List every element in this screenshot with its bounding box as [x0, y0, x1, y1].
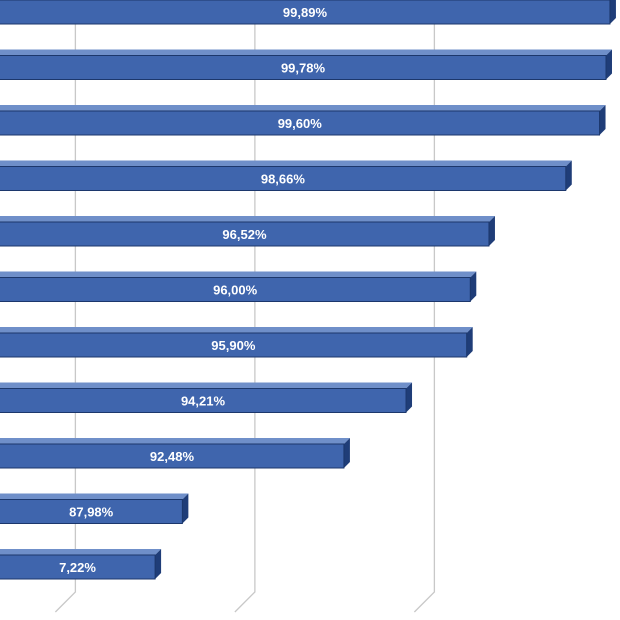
bar-value-label: 99,89% [283, 5, 328, 20]
bar-8 [0, 438, 350, 469]
bar-front-face [0, 332, 468, 358]
bar-side-face [605, 49, 612, 80]
bar-front-face [0, 554, 156, 580]
bar-top-face [0, 438, 350, 444]
gridlines [54, 22, 436, 613]
bar-top-face [0, 493, 189, 500]
bar-front-face [0, 443, 345, 469]
bar-value-label: 7,22% [59, 560, 96, 575]
data-labels: 99,89% 99,78% 99,60% 98,66% 96,52% 96,00% 95,9… [59, 5, 327, 575]
bar-front-face [0, 166, 567, 191]
bar-front-face [0, 221, 490, 247]
bars [0, 0, 616, 580]
bar-value-label: 98,66% [261, 172, 306, 187]
bar-value-label: 96,00% [213, 283, 258, 298]
bar-4 [0, 216, 495, 247]
bar-0 [0, 0, 616, 25]
bar-value-label: 96,52% [222, 227, 267, 242]
bar-side-face [466, 327, 473, 357]
bar-side-face [343, 438, 350, 468]
bar-front-face [0, 110, 601, 136]
bar-7 [0, 382, 413, 413]
bar-top-face [0, 216, 495, 222]
bar-side-face [182, 493, 189, 524]
bar-side-face [488, 216, 495, 246]
bar-value-label: 94,21% [181, 394, 226, 409]
bar-top-face [0, 160, 572, 167]
bar-front-face [0, 55, 607, 80]
bar-side-face [609, 0, 616, 24]
bar-top-face [0, 549, 162, 555]
bar-value-label: 99,78% [281, 61, 326, 76]
bar-6 [0, 327, 473, 358]
bar-top-face [0, 271, 477, 278]
gridline-95 [413, 22, 436, 613]
bar-value-label: 95,90% [211, 338, 256, 353]
bar-1 [0, 49, 612, 80]
bar-value-label: 99,60% [278, 116, 323, 131]
bar-2 [0, 105, 606, 136]
bar-top-face [0, 49, 612, 56]
gridline-90 [234, 22, 256, 613]
bar-front-face [0, 277, 471, 302]
bar-top-face [0, 105, 606, 111]
bar-3 [0, 160, 572, 191]
bar-side-face [565, 160, 572, 191]
bar-value-label: 87,98% [69, 505, 114, 520]
bar-top-face [0, 382, 413, 389]
bar-side-face [406, 382, 413, 413]
bar-front-face [0, 499, 183, 524]
bar-front-face [0, 0, 611, 25]
gridline-85 [54, 22, 77, 613]
bar-value-label: 92,48% [150, 449, 195, 464]
bar-side-face [155, 549, 162, 579]
bar-10 [0, 549, 162, 580]
bar-9 [0, 493, 189, 524]
bar-5 [0, 271, 477, 302]
bar-side-face [470, 271, 477, 302]
bar-side-face [599, 105, 606, 135]
bar-front-face [0, 388, 407, 413]
bar-top-face [0, 327, 473, 333]
